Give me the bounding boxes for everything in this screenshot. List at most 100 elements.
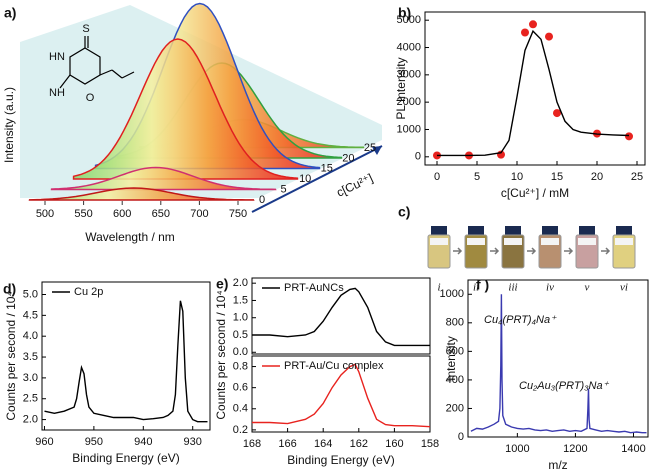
z-tick-label: 10: [299, 173, 311, 185]
y-tick-label: 600: [446, 345, 464, 357]
plot-frame: [467, 279, 649, 438]
vial-label: [578, 238, 596, 245]
plot-frame: [41, 281, 211, 431]
arrow: [453, 247, 463, 255]
x-tick-label: 1200: [563, 443, 587, 455]
x-tick-label: 10: [511, 171, 523, 183]
line: [44, 300, 208, 423]
point: [625, 132, 633, 141]
x-axis-label: c[Cu²⁺] / mM: [501, 186, 569, 200]
x-tick-label: 940: [134, 436, 152, 448]
vial-caption: iv: [546, 282, 554, 294]
vial-cap: [431, 226, 447, 235]
y-axis-label: Counts per second / 10⁴: [4, 291, 18, 420]
z-tick-label: 0: [259, 194, 265, 206]
arrow: [564, 247, 574, 255]
x-tick-label: 500: [36, 208, 54, 220]
legend-label: PRT-Au/Cu complex: [284, 360, 384, 372]
annotation: Cu₄(PRT)₄Na⁺: [484, 314, 557, 326]
y-axis-label: Intensity: [444, 336, 458, 381]
illustration-curve: [50, 166, 277, 191]
annotation: Cu₂Au₃(PRT)₃Na⁺: [519, 380, 610, 392]
point: [529, 20, 537, 29]
vial-caption: vi: [620, 282, 628, 294]
y-tick-label: 1000: [440, 288, 464, 300]
y-tick-label: 0.4: [233, 403, 248, 415]
legend-label: Cu 2p: [74, 286, 103, 298]
vial-cap: [579, 226, 595, 235]
arrow: [490, 247, 500, 255]
z-tick-label: 5: [281, 184, 287, 196]
x-tick-label: 1400: [621, 443, 645, 455]
structure: [59, 36, 135, 89]
y-tick-label: 0: [458, 431, 464, 443]
vial-label: [541, 238, 559, 245]
x-tick-label: 950: [85, 436, 103, 448]
y-tick-label: 1.0: [233, 312, 248, 324]
plot-frame: [251, 277, 431, 355]
x-tick-label: 5: [474, 171, 480, 183]
vial-cap: [468, 226, 484, 235]
bond: [99, 69, 113, 76]
x-tick-label: 1000: [505, 443, 529, 455]
y-tick-label: 400: [446, 374, 464, 386]
y-tick-label: 2.5: [23, 393, 38, 405]
x-tick-label: 550: [74, 208, 92, 220]
atom-label: O: [86, 92, 95, 104]
line: [252, 363, 431, 428]
bond: [111, 69, 123, 79]
point: [521, 28, 529, 37]
y-tick-label: 2.0: [233, 277, 248, 289]
panel-label: d): [3, 281, 16, 297]
panel-label: c): [398, 204, 410, 220]
y-tick-label: 5.0: [23, 288, 38, 300]
vial-cap: [542, 226, 558, 235]
point: [553, 109, 561, 118]
vial-label: [504, 238, 522, 245]
line: [470, 294, 647, 434]
x-tick-label: 960: [35, 436, 53, 448]
atom-label: HN: [49, 51, 65, 63]
vial-cap: [505, 226, 521, 235]
x-tick-label: 600: [113, 208, 131, 220]
y-tick-label: 800: [446, 317, 464, 329]
x-tick-label: 700: [190, 208, 208, 220]
line: [252, 287, 430, 347]
atom-label: NH: [49, 87, 65, 99]
x-axis-label: Wavelength / nm: [85, 230, 175, 244]
arrow: [601, 247, 611, 255]
x-tick-label: 930: [184, 436, 202, 448]
y-tick-label: 0: [415, 151, 421, 163]
y-tick-label: 4.5: [23, 309, 38, 321]
x-tick-label: 15: [551, 171, 563, 183]
y-axis-label: Counts per second / 10⁴: [214, 290, 228, 419]
panel-label: f ): [476, 277, 489, 293]
x-tick-label: 0: [434, 171, 440, 183]
y-tick-label: 2000: [397, 96, 421, 108]
illustration-curve: [72, 38, 299, 180]
y-tick-label: 0.2: [233, 424, 248, 436]
panel-label: a): [4, 5, 16, 21]
plot-frame: [251, 355, 431, 433]
vial-caption: v: [585, 282, 590, 294]
vials: [427, 226, 636, 269]
z-axis: [251, 145, 383, 213]
y-tick-label: 1.5: [233, 294, 248, 306]
z-tick-label: 20: [342, 152, 354, 164]
z-arrow: [372, 146, 382, 155]
vial-label: [615, 238, 633, 245]
y-tick-label: 0.8: [233, 360, 248, 372]
y-tick-label: 5000: [397, 14, 421, 26]
y-tick-label: 1000: [397, 123, 421, 135]
y-tick-label: 0.0: [233, 346, 248, 358]
y-tick-label: 4000: [397, 41, 421, 53]
y-tick-label: 0.6: [233, 382, 248, 394]
ring: [69, 47, 101, 85]
bond: [121, 71, 135, 79]
y-tick-label: 2.0: [23, 413, 38, 425]
x-tick-label: 160: [385, 438, 403, 450]
y-tick-label: 4.0: [23, 330, 38, 342]
y-tick-label: 3.0: [23, 372, 38, 384]
x-axis-label: Binding Energy (eV): [287, 453, 394, 467]
